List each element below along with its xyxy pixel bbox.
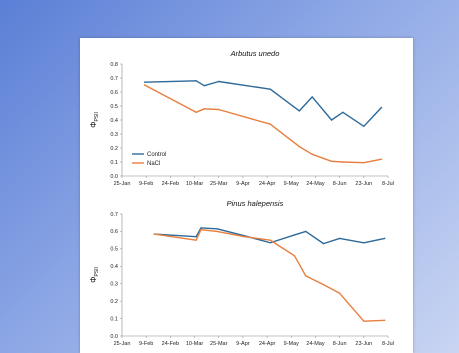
chart2-series-control-point: [200, 227, 202, 229]
chart2-y-tick-label: 0.7: [110, 212, 118, 218]
chart2-series-control-point: [216, 228, 218, 230]
chart2-series-nacl-point: [363, 320, 365, 322]
chart1-series-nacl-point: [298, 145, 301, 148]
chart1-series-nacl-point: [330, 160, 333, 162]
chart2-y-tick-label: 0.2: [110, 299, 118, 305]
chart1-series-control-point: [298, 110, 301, 112]
chart1-y-axis-label: ΦPSII: [89, 112, 100, 128]
chart1-series-control-point: [203, 85, 205, 87]
chart2-series-control-point: [384, 237, 386, 240]
chart1-y-tick-label: 0.8: [110, 62, 118, 68]
chart1-y-tick-label: 0.5: [110, 104, 118, 110]
chart2-series-nacl-point: [243, 235, 246, 238]
chart1-y-tick-label: 0.4: [110, 118, 118, 124]
chart2-series-control-point: [322, 242, 325, 245]
chart1-y-tick-label: 0.1: [110, 160, 118, 166]
chart2-series-nacl-line: [154, 228, 385, 322]
chart1-series-nacl-point: [363, 162, 365, 164]
chart1-series-control-point: [311, 96, 313, 98]
chart-panel: Arbutus unedo ΦPSII 0.0 0.1 0.2 0.3 0.4 0.5 0.6 0…: [80, 38, 413, 353]
chart2-series-nacl-point: [216, 230, 218, 233]
chart1-y-tick-label: 0.6: [110, 90, 118, 96]
chart2-series-nacl-point: [195, 239, 197, 241]
chart1-x-tick-label: 24-Apr: [259, 181, 276, 187]
chart2-series-control-line: [154, 227, 385, 245]
chart2-series-control-point: [363, 242, 365, 244]
chart2-series-nacl-point: [269, 239, 272, 241]
chart2-series-nacl-point: [305, 275, 307, 277]
chart1-legend-label-nacl: NaCl: [147, 161, 160, 167]
chart1-series-control-point: [218, 80, 220, 83]
chart2-y-tick-label: 0.0: [110, 334, 118, 340]
chart1-series-nacl-point: [143, 84, 146, 86]
chart1-series-nacl-point: [342, 161, 344, 163]
chart2-y-tick-label: 0.1: [110, 316, 118, 322]
chart2-series-control-point: [305, 230, 307, 233]
chart1-x-tick-label: 25-Mar: [210, 181, 228, 187]
chart1-y-tick-label: 0.3: [110, 132, 118, 138]
chart1-x-tick-label: 24-Feb: [162, 181, 179, 187]
chart2-x-tick-label: 24-Feb: [162, 341, 179, 347]
chart1-series-control-point: [143, 81, 146, 83]
chart2-series-nacl-point: [338, 292, 341, 294]
chart1-x-tick-label: 24-May: [306, 181, 325, 187]
chart1-series-control-point: [380, 106, 383, 109]
chart1-x-tick-label: 9-May: [284, 181, 300, 187]
chart2-x-tick-label: 8-Jun: [333, 341, 347, 347]
figure-svg: Arbutus unedo ΦPSII 0.0 0.1 0.2 0.3 0.4 0.5 0.6 0…: [89, 49, 394, 347]
chart2-series-nacl-point: [153, 233, 155, 235]
chart2-x-tick-label: 9-Feb: [139, 341, 153, 347]
chart1-series-nacl-point: [203, 108, 205, 110]
chart1-y-tick-label: 0.2: [110, 146, 118, 152]
chart1-y-tick-label: 0.7: [110, 76, 118, 82]
chart1-series-nacl-point: [218, 108, 220, 111]
chart2-series-control-point: [338, 237, 341, 240]
chart1-series-control-point: [342, 111, 344, 114]
chart2-x-tick-label: 25-Jan: [114, 341, 131, 347]
chart1-series-control-point: [269, 88, 272, 90]
chart2-series-nacl-point: [322, 283, 325, 286]
chart1-x-tick-label: 23-Jun: [355, 181, 372, 187]
chart2-series-control-point: [269, 242, 272, 244]
chart2-series-control-point: [293, 234, 296, 236]
chart1-x-tick-label: 9-Feb: [139, 181, 153, 187]
chart2-x-tick-label: 9-May: [284, 341, 300, 347]
chart2-x-tick-label: 8-Jul: [382, 341, 394, 347]
chart2-y-tick-label: 0.4: [110, 264, 118, 270]
chart2-y-axis-label: ΦPSII: [89, 267, 100, 283]
chart2-x-tick-label: 9-Apr: [236, 341, 250, 347]
chart1-x-tick-label: 25-Jan: [114, 181, 131, 187]
chart1-series-nacl-point: [195, 111, 197, 114]
chart1-x-tick-label: 8-Jul: [382, 181, 394, 187]
chart1-series-control-point: [330, 119, 333, 121]
chart1-series-control-point: [363, 125, 365, 128]
chart1-series-nacl-line: [144, 84, 382, 164]
chart1-series-nacl-point: [380, 158, 383, 160]
chart2-y-tick-label: 0.3: [110, 282, 118, 288]
chart2-x-tick-label: 24-May: [306, 341, 325, 347]
chart2-series-nacl-point: [293, 255, 296, 257]
chart2-x-tick-label: 24-Apr: [259, 341, 276, 347]
chart2-y-tick-label: 0.6: [110, 229, 118, 235]
chart1-legend-label-control: Control: [147, 152, 166, 158]
chart2-y-tick-label: 0.5: [110, 247, 118, 253]
chart1-y-tick-label: 0.0: [110, 174, 118, 180]
chart1-series-nacl-point: [311, 153, 313, 155]
chart1-x-tick-label: 10-Mar: [186, 181, 204, 187]
chart2-series-nacl-point: [384, 319, 386, 322]
chart1-series-control-point: [195, 80, 197, 82]
chart1-series-nacl-point: [269, 123, 272, 125]
chart2-series-nacl-point: [200, 228, 202, 231]
chart1-title: Arbutus unedo: [230, 49, 280, 58]
chart2-series-control-point: [195, 235, 197, 238]
chart2-x-tick-label: 25-Mar: [210, 341, 228, 347]
chart2-x-tick-label: 23-Jun: [355, 341, 372, 347]
chart2-title: Pinus halepensis: [227, 199, 284, 208]
chart1-x-tick-label: 9-Apr: [236, 181, 250, 187]
chart1-x-tick-label: 8-Jun: [333, 181, 347, 187]
chart2-x-tick-label: 10-Mar: [186, 341, 204, 347]
